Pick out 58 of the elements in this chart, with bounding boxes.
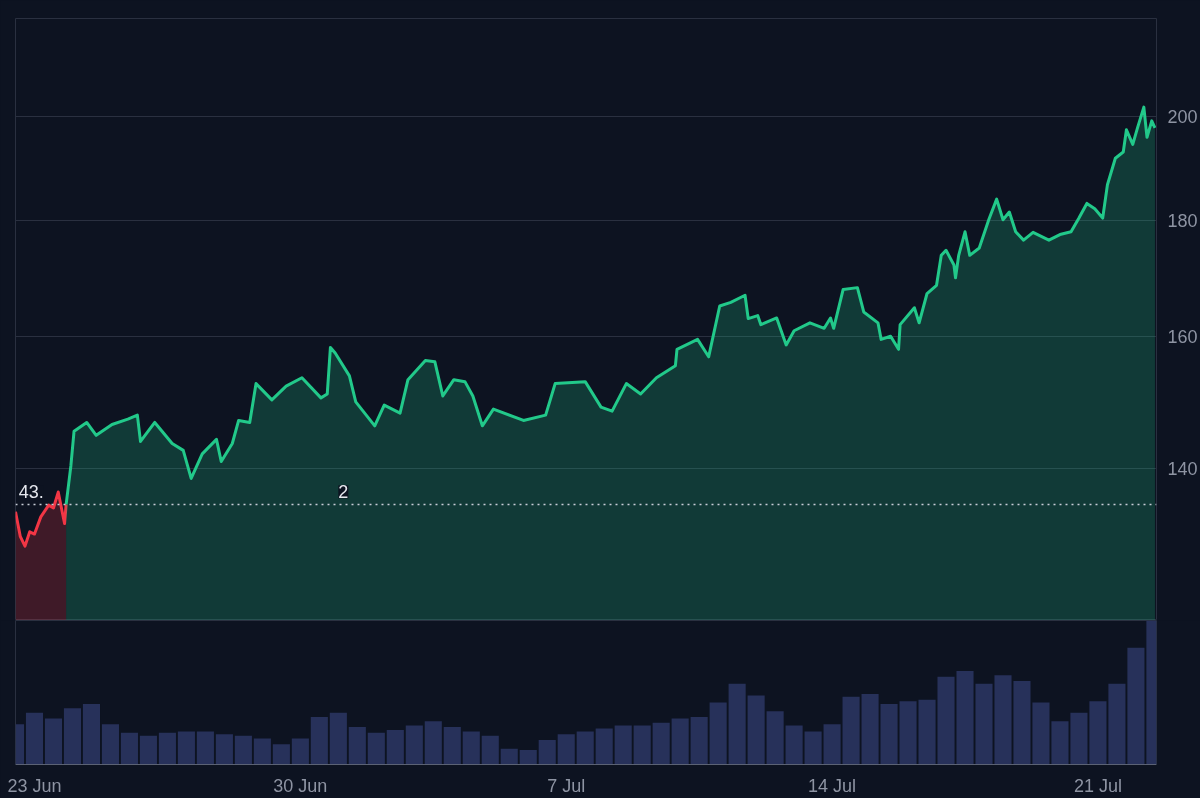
bar — [747, 695, 765, 765]
bar — [500, 748, 518, 765]
bar — [139, 735, 157, 765]
y-tick-label: 160 — [1167, 327, 1198, 348]
x-tick-label: 14 Jul — [808, 775, 857, 796]
annotation: 2 — [338, 482, 349, 503]
bar — [234, 735, 252, 765]
bar — [557, 734, 575, 765]
bar — [861, 693, 879, 765]
bar — [253, 738, 271, 765]
bar — [63, 708, 82, 765]
x-tick-label: 21 Jul — [1073, 775, 1122, 796]
bar — [272, 744, 290, 765]
bar — [823, 724, 841, 765]
bar — [652, 722, 670, 765]
bar — [329, 712, 347, 765]
bar — [538, 740, 556, 765]
x-tick-label: 23 Jun — [7, 775, 62, 796]
bar — [443, 727, 461, 765]
bar — [690, 716, 708, 765]
y-tick-label: 200 — [1167, 107, 1198, 128]
bar — [196, 731, 214, 765]
bar — [424, 721, 442, 765]
bar — [671, 718, 689, 765]
bar — [367, 732, 385, 765]
bar — [310, 716, 328, 765]
bar — [44, 718, 63, 765]
y-tick-label: 140 — [1167, 459, 1198, 480]
bar — [101, 724, 119, 765]
bar — [785, 725, 803, 765]
bar — [1127, 647, 1145, 765]
bar — [614, 725, 632, 765]
bar — [158, 732, 176, 765]
bar — [766, 711, 784, 765]
bar — [462, 731, 480, 765]
x-tick-label: 30 Jun — [273, 775, 328, 796]
bar — [709, 702, 727, 765]
bar — [633, 725, 651, 765]
bar — [728, 683, 746, 765]
bar — [519, 750, 537, 765]
bar — [348, 727, 366, 765]
annotation: 43. — [18, 482, 44, 503]
bar — [291, 738, 309, 765]
y-tick-label: 180 — [1167, 211, 1198, 232]
bar — [25, 712, 44, 765]
bar — [405, 725, 423, 765]
bar — [576, 731, 594, 765]
bar — [595, 728, 613, 765]
bar — [82, 704, 101, 765]
bar — [804, 731, 822, 765]
bar — [842, 696, 860, 765]
bar — [1108, 683, 1126, 765]
bar — [386, 729, 404, 765]
bar — [120, 732, 138, 765]
bar — [481, 735, 499, 765]
bar — [215, 734, 233, 765]
bar — [177, 731, 195, 765]
x-tick-label: 7 Jul — [547, 775, 586, 796]
